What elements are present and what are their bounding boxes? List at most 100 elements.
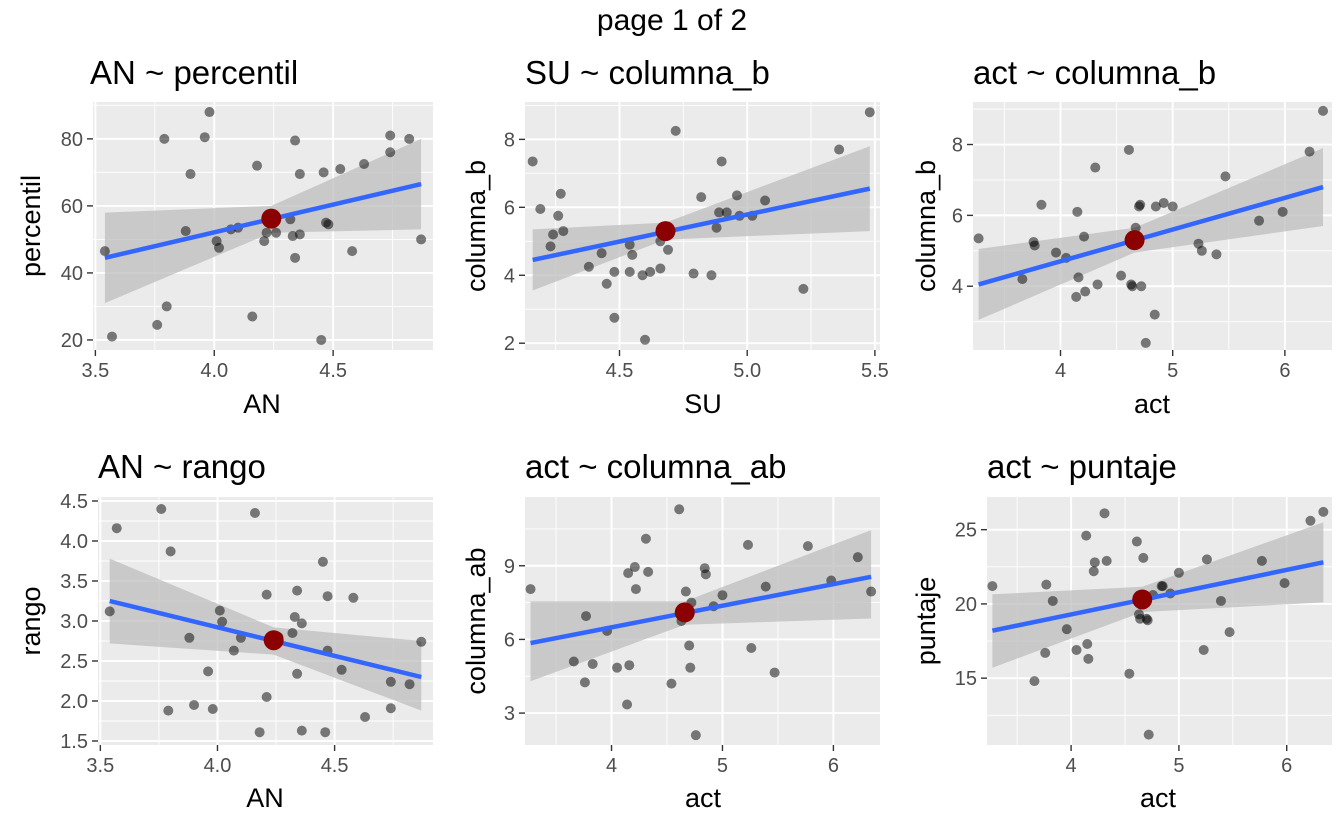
panel-1-data-point: [199, 132, 210, 143]
panel-1-data-point: [347, 246, 358, 257]
panel-1-y-axis-title: percentil: [16, 175, 46, 277]
panel-3-mean-point: [1124, 230, 1145, 251]
panel-4-data-point: [385, 676, 396, 687]
panel-5-fit-line: [530, 574, 872, 646]
panel-3-data-point: [1071, 291, 1082, 302]
panel-4-y-tick-label: 4.0: [60, 531, 88, 553]
panel-2-data-point: [864, 107, 875, 118]
panel-4-y-tick-label: 2.0: [60, 691, 88, 713]
panel-4-y-tick-label: 3.5: [60, 571, 88, 593]
panel-3-data-point: [1029, 240, 1040, 251]
panel-2-y-tick-label: 6: [504, 197, 515, 219]
panel-1-data-point: [252, 160, 263, 171]
panel-2-data-point: [706, 270, 717, 281]
panel-2-data-point: [731, 190, 742, 201]
panel-1-data-point: [152, 319, 163, 330]
panel-1-x-tick-label: 4.5: [319, 360, 347, 382]
panel-3-fit-line: [977, 184, 1324, 287]
panel-6-data-point: [1224, 627, 1235, 638]
panel-1-data-point: [385, 130, 396, 141]
panel-3-y-axis-title: columna_b: [911, 160, 941, 292]
panel-2-data-point: [558, 226, 569, 237]
panel-6-data-point: [1088, 566, 1099, 577]
panel-6-data-point: [1089, 557, 1100, 568]
panel-4-y-tick-label: 1.5: [60, 731, 88, 753]
panel-3-data-point: [1123, 144, 1134, 155]
panel-2-x-axis-title: SU: [684, 389, 722, 419]
panel-4-data-point: [322, 591, 333, 602]
panel-1-data-point: [271, 227, 282, 238]
panel-6-x-tick-label: 5: [1173, 755, 1184, 777]
panel-2-data-point: [601, 278, 612, 289]
panel-3-data-point: [1318, 105, 1329, 116]
panel-4-x-axis-title: AN: [246, 783, 284, 813]
panel-5-data-point: [640, 533, 651, 544]
panel-4-data-point: [207, 704, 218, 714]
panel-3-data-point: [1036, 199, 1047, 210]
panel-3-y-tick-label: 4: [952, 276, 963, 298]
panel-6-data-point: [1029, 676, 1040, 687]
panel-2-data-point: [721, 207, 732, 218]
panel-4-data-point: [104, 606, 115, 617]
panel-3-x-tick-label: 4: [1055, 360, 1066, 382]
panel-5-confidence-band: [530, 530, 872, 682]
panel-1-data-point: [290, 252, 301, 263]
panel-5-data-point: [700, 569, 711, 580]
panel-4-data-point: [336, 664, 347, 675]
panel-1-x-axis-title: AN: [243, 389, 281, 419]
panel-1-data-point: [290, 135, 301, 146]
panel-6-data-point: [1157, 581, 1168, 592]
panel-6-data-point: [1131, 536, 1142, 547]
panel-1-data-point: [159, 133, 170, 144]
panel-1-data-point: [316, 334, 327, 345]
panel-3-data-point: [1149, 309, 1160, 320]
panel-1-data-point: [335, 164, 346, 175]
panel-4-data-point: [296, 618, 307, 629]
panel-2-data-point: [716, 156, 727, 167]
panel-2-x-tick-label: 4.5: [606, 360, 634, 382]
panel-1-data-point: [261, 227, 272, 238]
panel-4-x-tick-label: 3.5: [86, 755, 114, 777]
panel-3-y-tick-label: 6: [952, 205, 963, 227]
panel-2-data-point: [609, 266, 620, 277]
panel-2-title: SU ~ columna_b: [525, 54, 770, 91]
panel-5-data-point: [866, 586, 877, 597]
panel-5-y-axis-title: columna_ab: [461, 547, 491, 694]
panel-6-data-point: [1305, 515, 1316, 526]
panel-2-data-point: [535, 204, 546, 215]
panel-1-data-point: [294, 169, 305, 180]
panel-2-x-tick-label: 5.0: [733, 360, 761, 382]
panel-5-data-point: [630, 584, 641, 595]
panel-1-y-tick-label: 80: [61, 129, 83, 151]
panel-5-data-point: [680, 586, 691, 597]
panel-4-y-tick-label: 4.5: [60, 491, 88, 513]
panel-1-data-point: [180, 226, 191, 237]
panel-5-data-point: [612, 662, 623, 673]
panel-6-data-point: [1047, 595, 1058, 606]
panel-2-data-point: [696, 192, 707, 203]
panel-1-data-point: [404, 133, 415, 144]
panel-4-data-point: [317, 556, 328, 567]
panel-4-data-point: [296, 725, 307, 736]
panel-3-data-point: [1158, 197, 1169, 208]
panel-5-y-tick-label: 9: [504, 556, 515, 578]
panel-2-data-point: [834, 144, 845, 155]
panel-2-data-point: [645, 266, 656, 277]
panel-1-data-point: [416, 234, 427, 245]
panel-4-data-point: [287, 628, 298, 638]
panel-5-x-tick-label: 6: [828, 755, 839, 777]
panel-6-title: act ~ puntaje: [987, 448, 1177, 485]
panel-3-data-point: [973, 233, 984, 244]
panel-5-data-point: [622, 699, 633, 710]
panel-4-data-point: [214, 605, 225, 616]
panel-3-title: act ~ columna_b: [973, 54, 1216, 91]
panel-4-data-point: [385, 703, 396, 714]
panel-3-data-point: [1167, 201, 1178, 212]
panel-3-data-point: [1079, 231, 1090, 242]
panel-2-data-point: [670, 125, 681, 136]
panel-1-data-point: [185, 169, 196, 180]
panel-6-mean-point: [1132, 589, 1153, 610]
panel-2-x-tick-label: 5.5: [861, 360, 889, 382]
panel-6-data-point: [1041, 579, 1052, 590]
